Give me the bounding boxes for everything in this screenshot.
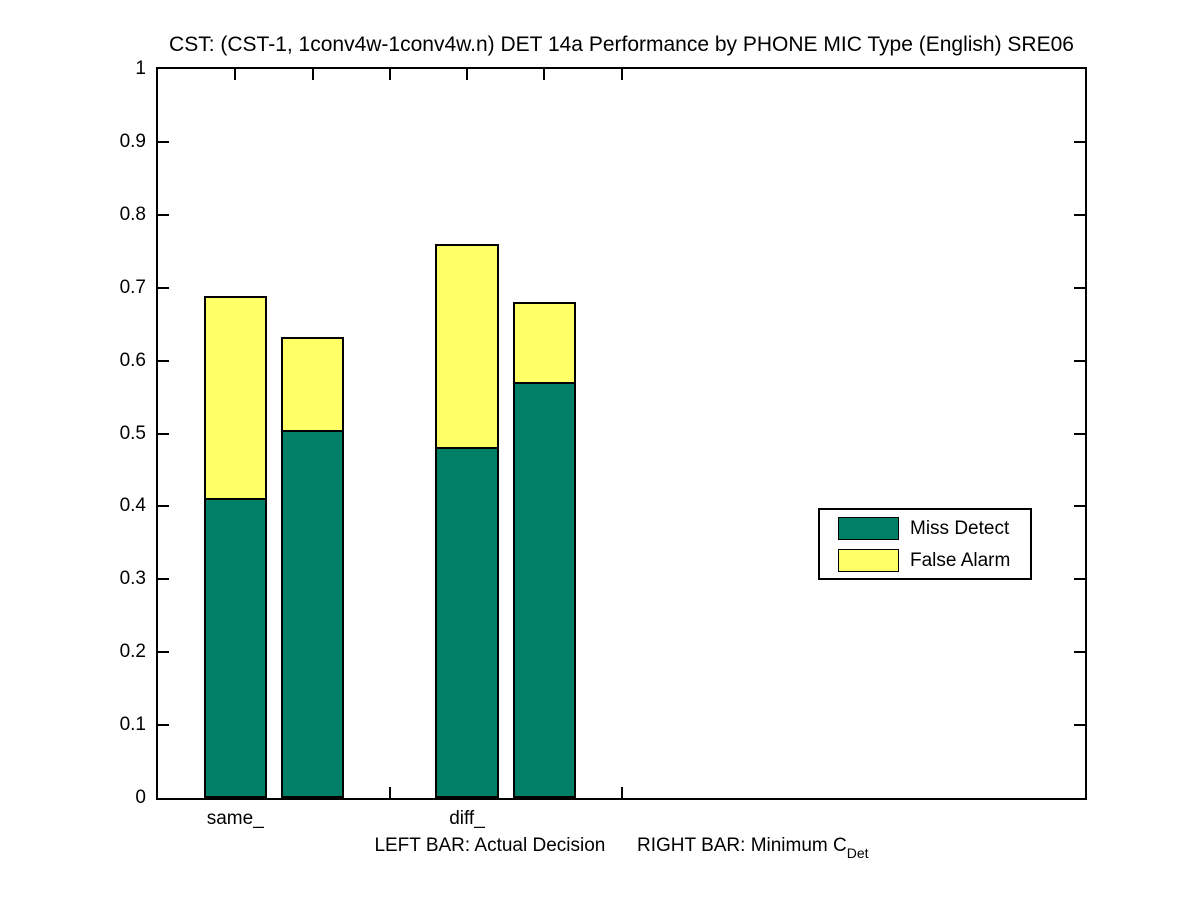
y-tick-mark-left (158, 651, 169, 654)
y-tick-mark-left (158, 286, 169, 289)
plot-area: Miss Detect False Alarm (156, 67, 1087, 800)
bar-segment-miss-detect (280, 429, 345, 798)
legend-swatch-false-alarm (838, 549, 899, 572)
bar-segment-miss-detect (203, 497, 267, 798)
x-tick-label: diff_ (449, 808, 485, 829)
y-tick-mark-left (158, 359, 169, 362)
bar-segment-miss-detect (435, 446, 499, 798)
x-tick-mark-top (466, 69, 468, 80)
x-axis-label: LEFT BAR: Actual Decision RIGHT BAR: Min… (156, 835, 1087, 861)
y-tick-mark-right (1074, 140, 1085, 143)
bar-segment-false-alarm (280, 336, 345, 430)
x-tick-mark-bottom (620, 787, 623, 798)
y-tick-mark-right (1074, 359, 1085, 362)
bar-segment-false-alarm (203, 296, 267, 498)
y-tick-label: 0.4 (119, 495, 146, 517)
legend-label: Miss Detect (910, 518, 1010, 539)
x-axis-label-subscript: Det (846, 845, 869, 861)
y-tick-label: 0.6 (119, 349, 146, 371)
y-tick-label: 0.3 (119, 568, 146, 590)
legend-swatch-miss-detect (838, 517, 899, 540)
x-tick-mark-top (311, 69, 314, 80)
chart-title: CST: (CST-1, 1conv4w-1conv4w.n) DET 14a … (169, 33, 1074, 56)
y-tick-mark-right (1074, 286, 1085, 289)
y-tick-label: 0.5 (119, 422, 146, 444)
bar-segment-false-alarm (435, 243, 499, 447)
legend-label: False Alarm (910, 550, 1011, 571)
y-tick-label: 0.9 (119, 130, 146, 152)
x-tick-label: same_ (206, 808, 264, 829)
y-tick-mark-right (1074, 505, 1085, 508)
y-tick-label: 0.7 (119, 276, 146, 298)
y-tick-label: 0.2 (119, 641, 146, 663)
y-tick-label: 1 (135, 58, 146, 79)
y-tick-mark-right (1074, 651, 1085, 654)
y-tick-mark-left (158, 213, 169, 216)
legend-box: Miss Detect False Alarm (818, 508, 1032, 580)
x-tick-mark-top (620, 69, 623, 80)
x-tick-mark-top (388, 69, 391, 80)
y-tick-mark-right (1074, 578, 1085, 581)
y-tick-label: 0.1 (119, 714, 146, 736)
y-tick-mark-left (158, 505, 169, 508)
y-tick-mark-left (158, 724, 169, 727)
y-tick-mark-left (158, 140, 169, 143)
y-tick-label: 0.8 (119, 203, 146, 225)
y-tick-mark-right (1074, 432, 1085, 435)
bar-segment-miss-detect (512, 382, 576, 798)
x-axis-label-text: LEFT BAR: Actual Decision RIGHT BAR: Min… (374, 835, 847, 856)
y-tick-mark-right (1074, 724, 1085, 727)
y-tick-label: 0 (135, 787, 146, 808)
bar-segment-false-alarm (512, 301, 576, 383)
y-tick-mark-left (158, 578, 169, 581)
x-tick-mark-top (234, 69, 237, 80)
y-tick-mark-right (1074, 213, 1085, 216)
x-tick-mark-bottom (388, 787, 391, 798)
x-tick-mark-top (543, 69, 546, 80)
y-tick-mark-left (158, 432, 169, 435)
